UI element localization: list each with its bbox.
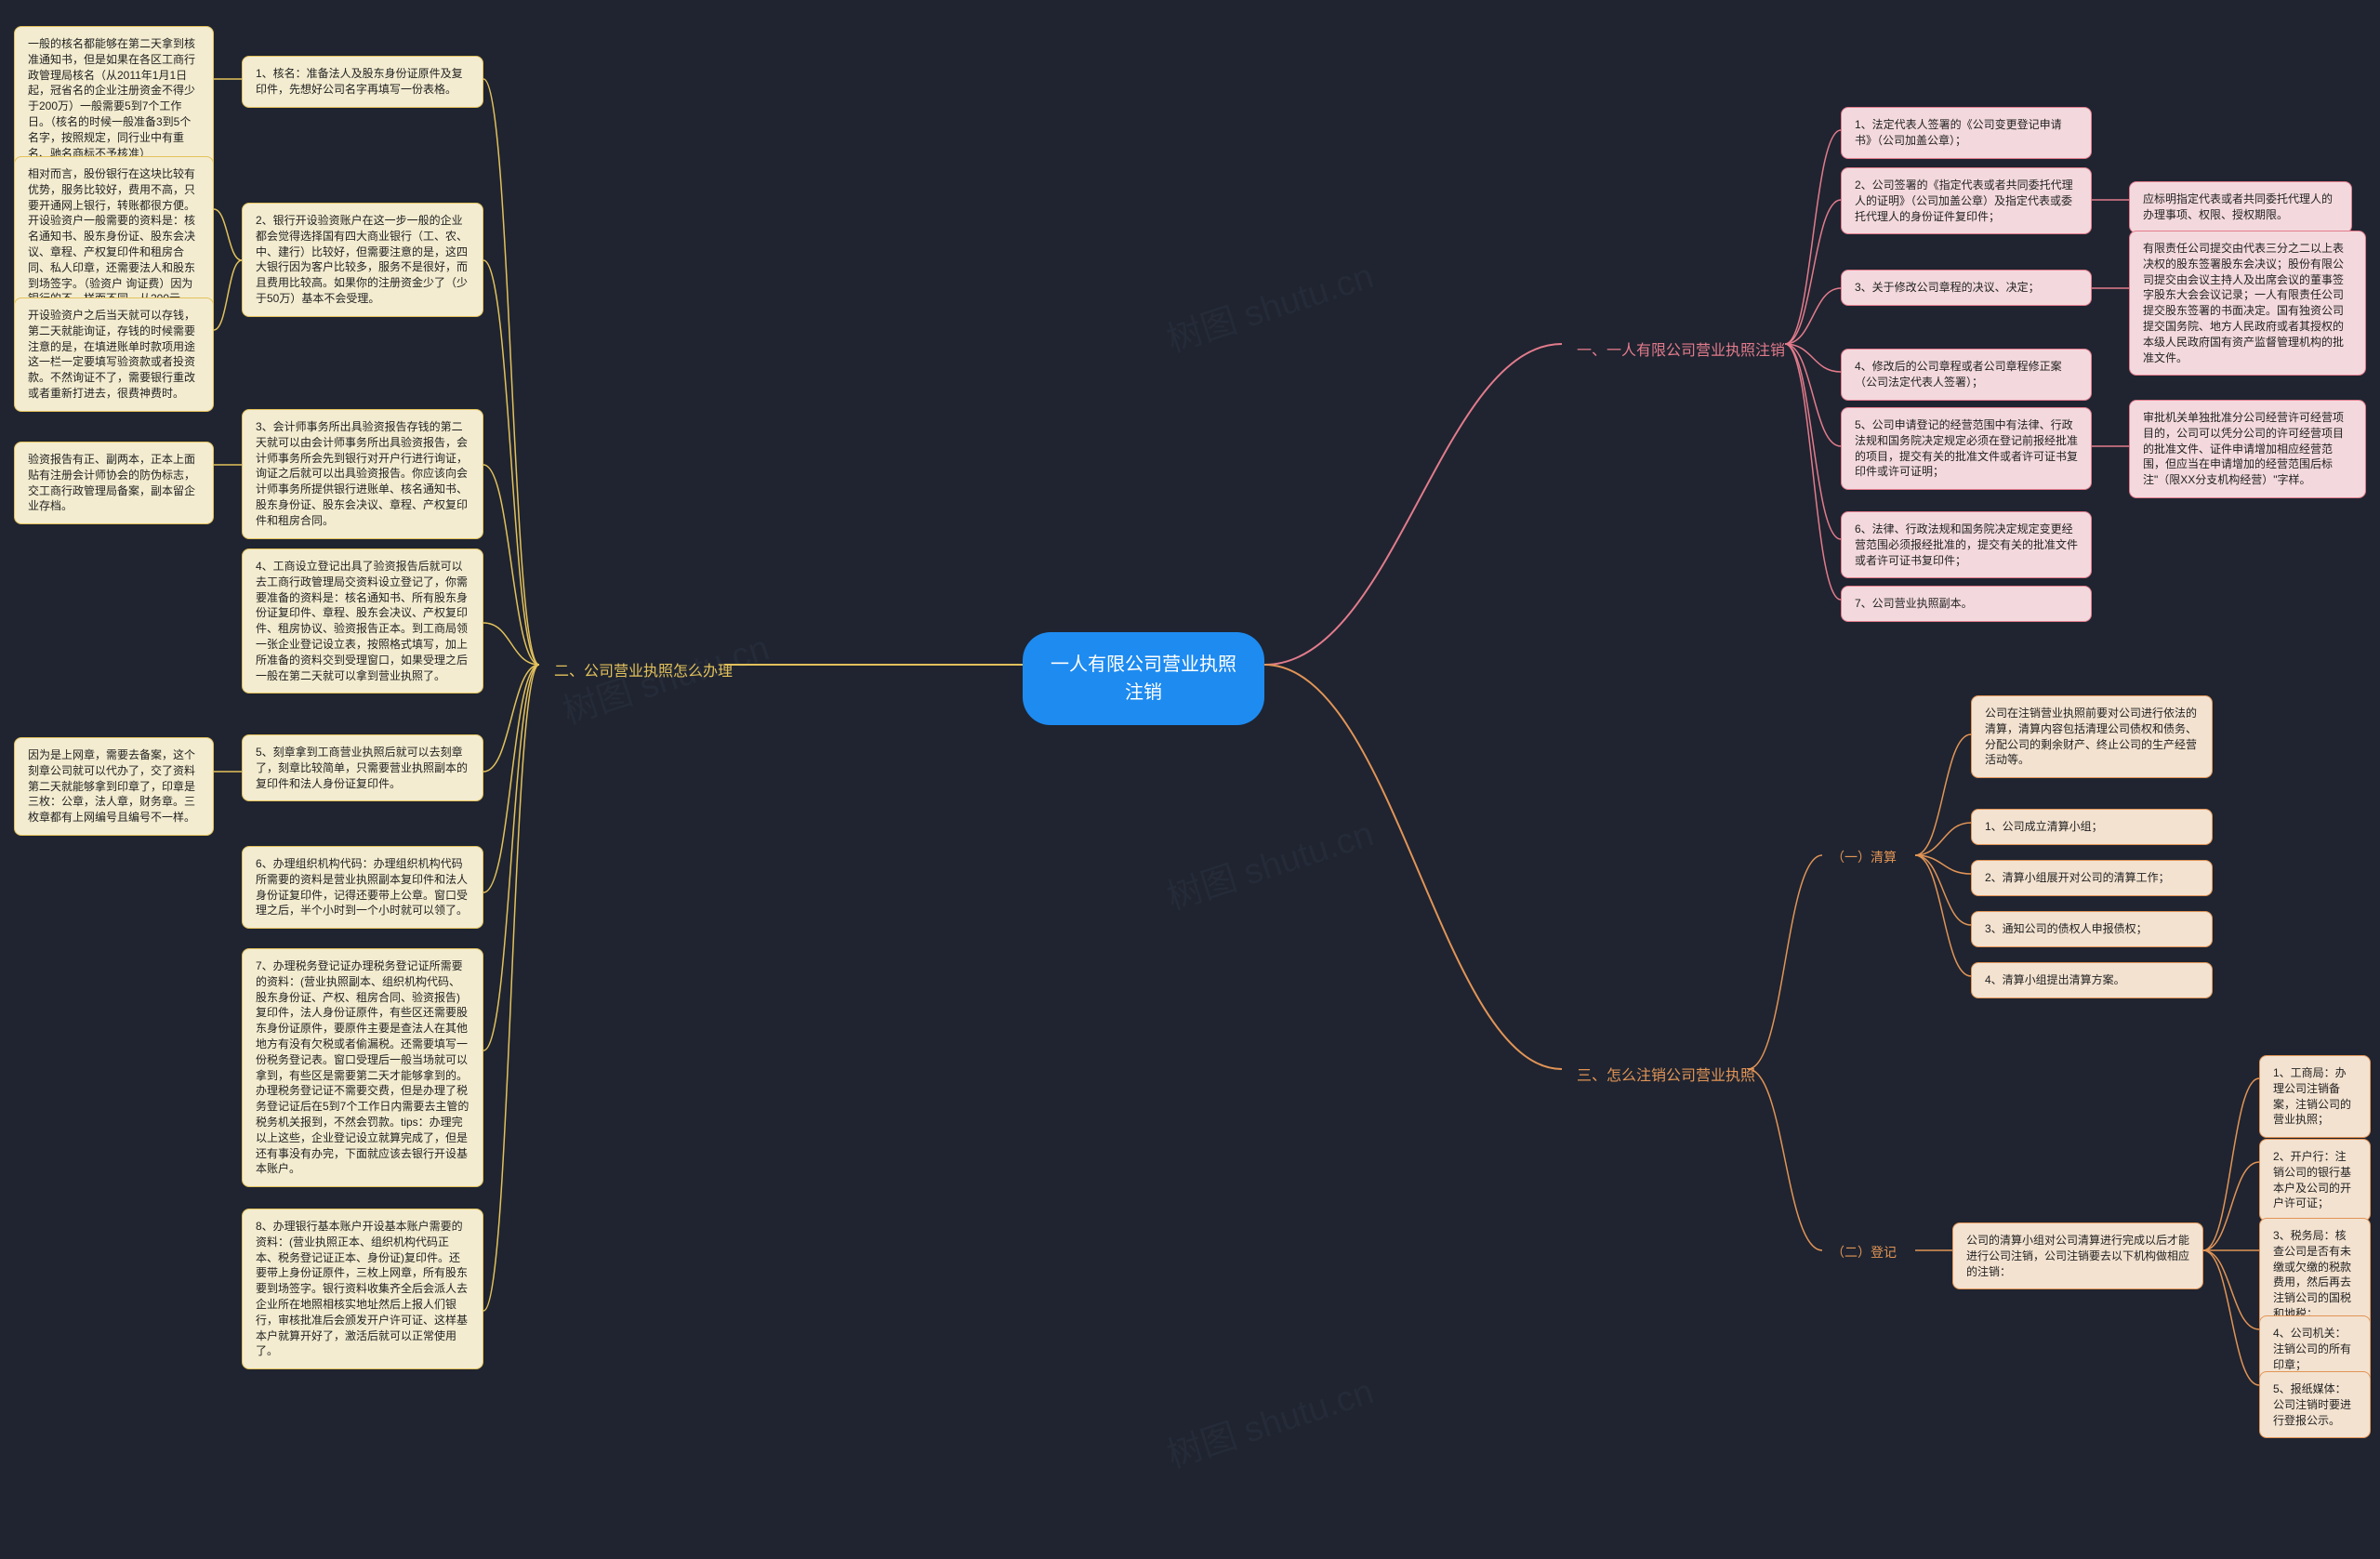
watermark: 树图 shutu.cn [1159, 1363, 1379, 1477]
leaf-s1-intro: 公司在注销营业执照前要对公司进行依法的清算，清算内容包括清理公司债权和债务、分配… [1971, 695, 2213, 778]
leaf-b2-3: 3、会计师事务所出具验资报告存钱的第二天就可以由会计师事务所出具验资报告，会计师… [242, 409, 483, 539]
sub-s2: （二）登记 [1822, 1239, 1906, 1266]
leaf-b2-4: 4、工商设立登记出具了验资报告后就可以去工商行政管理局交资料设立登记了，你需要准… [242, 548, 483, 694]
leaf-s1-3: 3、通知公司的债权人申报债权； [1971, 911, 2213, 947]
leaf-b1-4: 4、修改后的公司章程或者公司章程修正案（公司法定代表人签署）； [1841, 349, 2092, 401]
leaf-b1-7: 7、公司营业执照副本。 [1841, 586, 2092, 622]
leaf-b2-1: 1、核名：准备法人及股东身份证原件及复印件，先想好公司名字再填写一份表格。 [242, 56, 483, 108]
leaf-s2-2: 2、开户行：注销公司的银行基本户及公司的开户许可证； [2259, 1139, 2371, 1222]
leaf-s2-intro: 公司的清算小组对公司清算进行完成以后才能进行公司注销，公司注销要去以下机构做相应… [1952, 1222, 2203, 1289]
leaf-b2-5: 5、刻章拿到工商营业执照后就可以去刻章了，刻章比较简单，只需要营业执照副本的复印… [242, 734, 483, 801]
leaf-b1-5: 5、公司申请登记的经营范围中有法律、行政法规和国务院决定规定必须在登记前报经批准… [1841, 407, 2092, 490]
leaf-b2-8: 8、办理银行基本账户开设基本账户需要的资料：(营业执照正本、组织机构代码正本、税… [242, 1209, 483, 1369]
leaf-b1-2: 2、公司签署的《指定代表或者共同委托代理人的证明》（公司加盖公章）及指定代表或委… [1841, 167, 2092, 234]
leaf-s1-1: 1、公司成立清算小组； [1971, 809, 2213, 845]
leaf-b1-5-note: 审批机关单独批准分公司经营许可经营项目的，公司可以凭分公司的许可经营项目的批准文… [2129, 400, 2366, 498]
leaf-b1-6: 6、法律、行政法规和国务院决定规定变更经营范围必须报经批准的，提交有关的批准文件… [1841, 511, 2092, 578]
sub-s1: （一）清算 [1822, 844, 1906, 871]
watermark: 树图 shutu.cn [1159, 247, 1379, 362]
leaf-b2-7: 7、办理税务登记证办理税务登记证所需要的资料：(营业执照副本、组织机构代码、股东… [242, 948, 483, 1187]
leaf-b1-2-note: 应标明指定代表或者共同委托代理人的办理事项、权限、授权期限。 [2129, 181, 2352, 233]
branch-2: 二、公司营业执照怎么办理 [539, 654, 747, 691]
leaf-b2-5-note: 因为是上网章，需要去备案，这个刻章公司就可以代办了，交了资料第二天就能够拿到印章… [14, 737, 214, 836]
leaf-b2-6: 6、办理组织机构代码：办理组织机构代码所需要的资料是营业执照副本复印件和法人身份… [242, 846, 483, 929]
leaf-s1-2: 2、清算小组展开对公司的清算工作； [1971, 860, 2213, 896]
branch-3: 三、怎么注销公司营业执照 [1562, 1058, 1770, 1095]
leaf-b1-3: 3、关于修改公司章程的决议、决定； [1841, 270, 2092, 306]
leaf-b2-3-note: 验资报告有正、副两本，正本上面贴有注册会计师协会的防伪标志，交工商行政管理局备案… [14, 442, 214, 524]
leaf-s2-1: 1、工商局：办理公司注销备案，注销公司的营业执照； [2259, 1055, 2371, 1138]
leaf-b1-3-note: 有限责任公司提交由代表三分之二以上表决权的股东签署股东会决议；股份有限公司提交由… [2129, 231, 2366, 376]
watermark: 树图 shutu.cn [1159, 805, 1379, 919]
leaf-s1-4: 4、清算小组提出清算方案。 [1971, 962, 2213, 998]
center-topic: 一人有限公司营业执照注销 [1023, 632, 1264, 725]
leaf-b2-2-note2: 开设验资户之后当天就可以存钱，第二天就能询证，存钱的时候需要注意的是，在填进账单… [14, 297, 214, 412]
leaf-b2-1-note: 一般的核名都能够在第二天拿到核准通知书，但是如果在各区工商行政管理局核名（从20… [14, 26, 214, 171]
leaf-b2-2: 2、银行开设验资账户在这一步一般的企业都会觉得选择国有四大商业银行（工、农、中、… [242, 203, 483, 317]
leaf-s2-5: 5、报纸媒体：公司注销时要进行登报公示。 [2259, 1371, 2371, 1438]
leaf-b1-1: 1、法定代表人签署的《公司变更登记申请书》（公司加盖公章）； [1841, 107, 2092, 159]
branch-1: 一、一人有限公司营业执照注销 [1562, 333, 1800, 370]
